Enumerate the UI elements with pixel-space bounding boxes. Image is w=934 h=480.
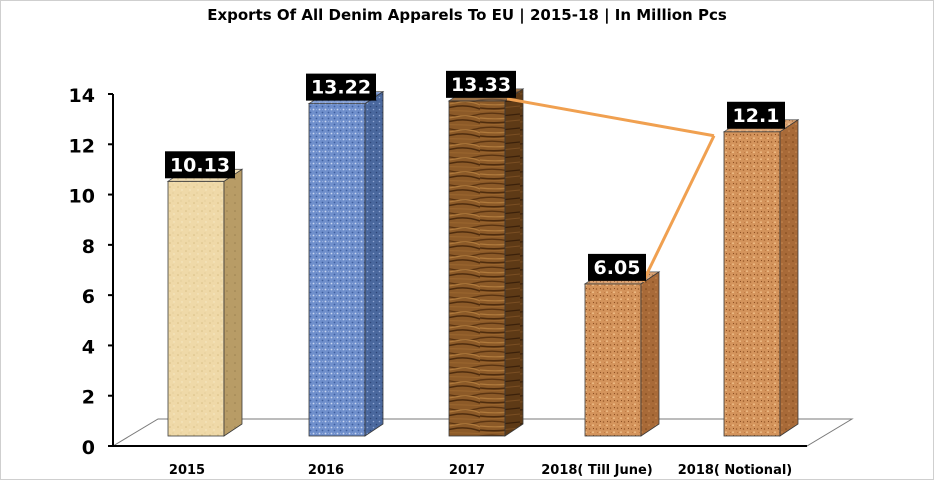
bar [307, 90, 385, 437]
x-axis: 2015 2016 2017 2018( Till June) 2018( Notion… [169, 463, 792, 478]
y-tick-label: 10 [69, 186, 95, 208]
y-tick-label: 6 [82, 286, 95, 308]
bar-side [504, 88, 524, 437]
bar-front [167, 180, 225, 437]
bar-front [723, 131, 781, 437]
bar-side [364, 90, 384, 437]
data-label-box [306, 73, 376, 101]
y-tick-label: 14 [69, 85, 95, 107]
connector-lines [506, 97, 716, 283]
bar-front [448, 100, 506, 437]
data-label: 13.22 [311, 77, 371, 99]
bar [583, 271, 661, 437]
bar [447, 88, 525, 437]
x-tick-label: 2018( Notional) [678, 463, 793, 478]
data-label-box [446, 70, 516, 98]
bar-group [166, 88, 800, 437]
x-tick-label: 2016 [308, 463, 344, 478]
data-label-box [727, 101, 785, 129]
data-label: 10.13 [170, 154, 230, 176]
connector-line [641, 135, 716, 283]
chart-title: Exports Of All Denim Apparels To EU | 20… [207, 6, 727, 24]
y-tick-label: 8 [82, 236, 95, 258]
y-tick-label: 2 [82, 387, 95, 409]
y-tick-label: 4 [82, 336, 95, 358]
data-label: 6.05 [594, 257, 641, 279]
bar-side [779, 119, 799, 437]
x-tick-label: 2018( Till June) [541, 463, 653, 478]
y-tick-label: 12 [69, 135, 95, 157]
y-axis: 0 2 4 6 8 10 12 14 [69, 85, 807, 459]
bar-side [640, 271, 660, 437]
y-tick-label: 0 [82, 437, 95, 459]
data-label-box [588, 253, 646, 281]
x-tick-label: 2015 [169, 463, 205, 478]
bar [722, 119, 800, 437]
bar-front [308, 103, 366, 437]
x-tick-label: 2017 [449, 463, 485, 478]
bar-side [223, 168, 243, 437]
bar [166, 168, 244, 437]
data-label: 13.33 [451, 74, 511, 96]
connector-line [506, 97, 715, 138]
data-label-box [165, 151, 235, 179]
data-labels: 10.13 13.22 13.33 6.05 12.1 [165, 70, 785, 281]
bar-front [584, 283, 642, 437]
data-label: 12.1 [733, 105, 780, 127]
